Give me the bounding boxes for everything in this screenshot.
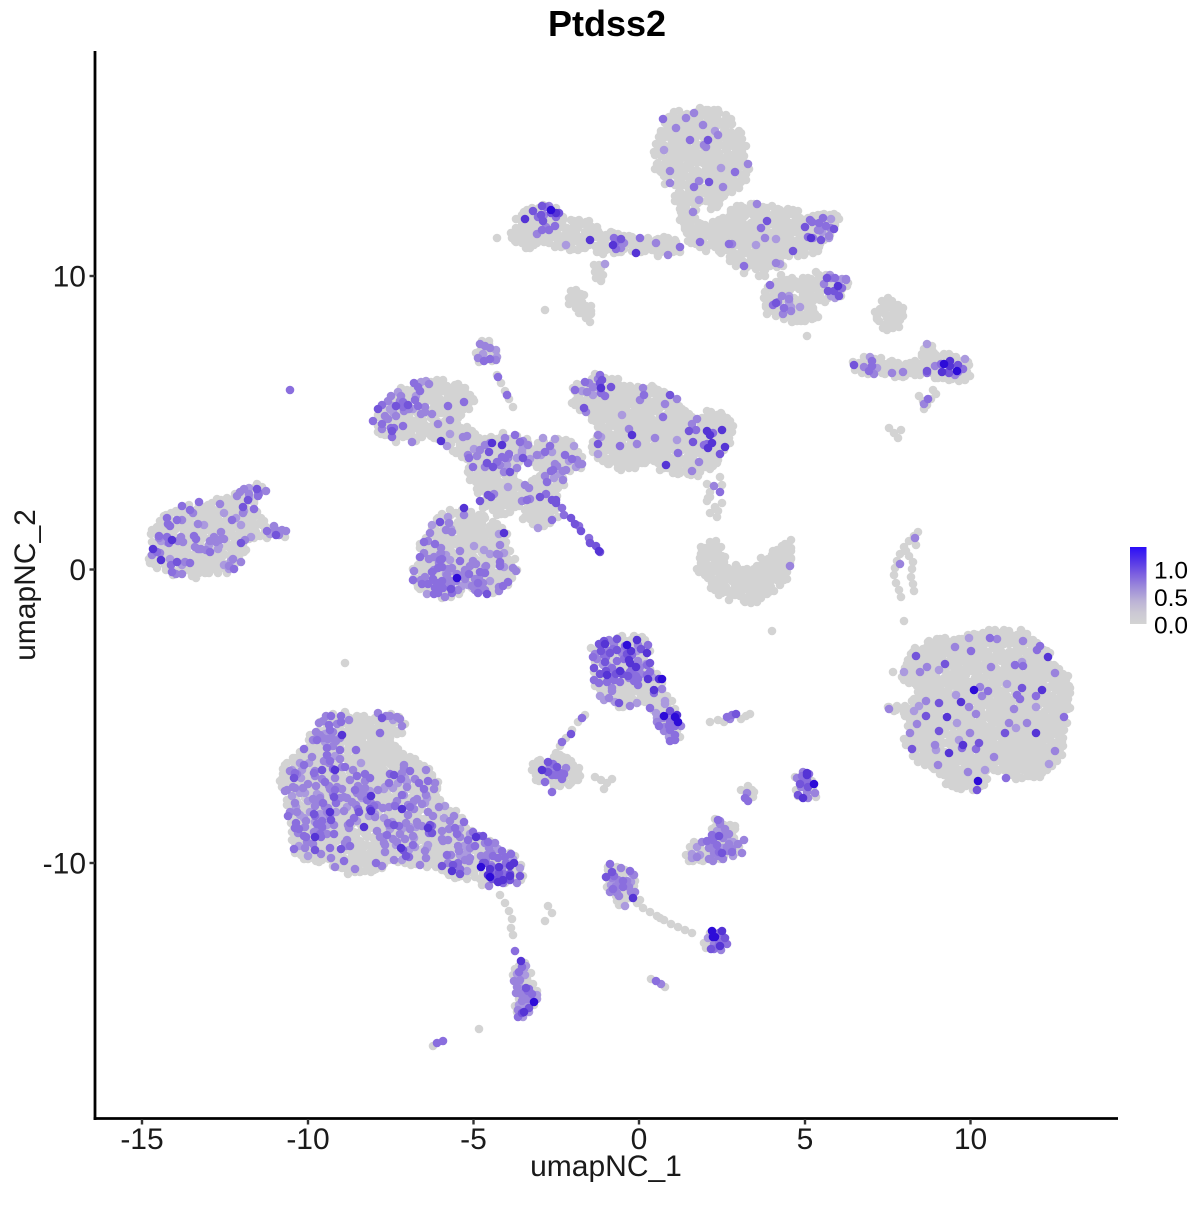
svg-text:0.0: 0.0 <box>1154 613 1188 640</box>
svg-text:-10: -10 <box>286 1123 329 1156</box>
svg-text:10: 10 <box>954 1123 987 1156</box>
svg-text:5: 5 <box>797 1123 814 1156</box>
svg-text:0: 0 <box>631 1123 648 1156</box>
svg-text:Ptdss2: Ptdss2 <box>548 3 666 44</box>
svg-text:1.0: 1.0 <box>1154 558 1188 585</box>
svg-text:10: 10 <box>53 261 86 294</box>
svg-text:-5: -5 <box>460 1123 487 1156</box>
svg-text:-15: -15 <box>120 1123 163 1156</box>
svg-text:-10: -10 <box>43 848 86 881</box>
svg-text:umapNC_2: umapNC_2 <box>9 509 42 661</box>
svg-text:umapNC_1: umapNC_1 <box>530 1150 682 1183</box>
svg-text:0: 0 <box>69 554 86 587</box>
svg-text:0.5: 0.5 <box>1154 585 1188 612</box>
